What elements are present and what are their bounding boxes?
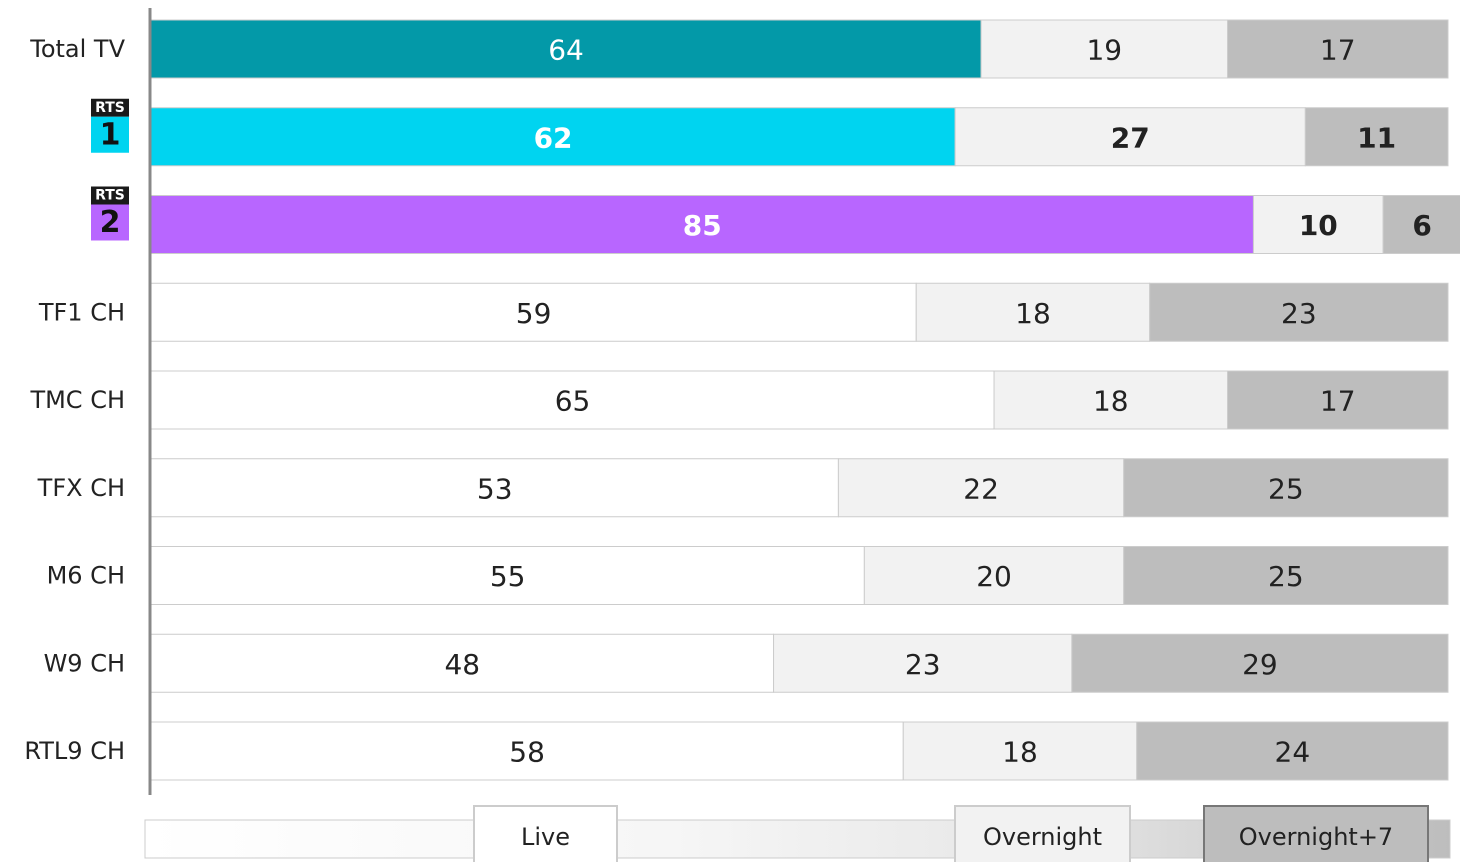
- logo-bottom: [91, 204, 129, 241]
- data-label: 17: [1320, 385, 1356, 418]
- bar-segment: [1227, 370, 1449, 430]
- bar-segment: [773, 633, 1073, 693]
- data-label: 64: [548, 34, 584, 67]
- data-label: 10: [1299, 209, 1338, 242]
- data-label: 20: [976, 560, 1012, 593]
- bar-segment: [1149, 282, 1449, 342]
- data-label: 58: [509, 736, 545, 769]
- data-label: 48: [444, 648, 480, 681]
- data-label: 23: [1281, 297, 1317, 330]
- data-label: 85: [683, 209, 722, 242]
- data-label: 22: [963, 472, 999, 505]
- bar-segment: [980, 19, 1229, 79]
- y-tick-label: Total TV: [29, 35, 125, 63]
- bar-segment: [1123, 458, 1449, 518]
- logo-top: [91, 186, 129, 205]
- data-label: 23: [905, 648, 941, 681]
- legend-label: Overnight+7: [1239, 823, 1393, 851]
- legend-label: Live: [521, 823, 570, 851]
- data-label: 25: [1268, 560, 1304, 593]
- bar-segment: [150, 282, 917, 342]
- logo-brand: RTS: [95, 188, 125, 204]
- y-tick-label: TFX CH: [37, 474, 125, 502]
- bar-segment: [1136, 721, 1449, 781]
- bar-segment: [902, 721, 1138, 781]
- data-label: 59: [516, 297, 552, 330]
- data-label: 55: [490, 560, 526, 593]
- data-label: 65: [555, 385, 591, 418]
- logo-brand: RTS: [95, 100, 125, 116]
- bar-segment: [150, 370, 995, 430]
- y-tick-label: TF1 CH: [38, 298, 125, 326]
- bar-segment: [954, 107, 1306, 167]
- bar-segment: [150, 546, 865, 605]
- bar-segment: [150, 721, 904, 781]
- y-tick-label: M6 CH: [47, 562, 125, 590]
- data-label: 18: [1015, 297, 1051, 330]
- data-label: 29: [1242, 648, 1278, 681]
- data-label: 25: [1268, 472, 1304, 505]
- bar-segment: [150, 458, 839, 518]
- legend-swatch: [1203, 805, 1429, 865]
- legend-swatch: [954, 805, 1131, 865]
- data-label: 6: [1412, 209, 1431, 242]
- y-tick-label: W9 CH: [44, 649, 125, 677]
- bar-segment: [993, 370, 1229, 430]
- legend-swatch: [473, 805, 618, 865]
- bar-segment: [837, 458, 1125, 518]
- data-label: 18: [1002, 736, 1038, 769]
- logo-top: [91, 98, 129, 117]
- data-label: 27: [1111, 121, 1150, 154]
- logo-bottom: [91, 116, 129, 153]
- bar-segment: [150, 19, 982, 79]
- y-tick-label: RTL9 CH: [24, 737, 125, 765]
- legend-label: Overnight: [983, 823, 1102, 851]
- data-label: 11: [1357, 121, 1396, 154]
- data-label: 24: [1275, 736, 1311, 769]
- data-label: 19: [1086, 34, 1122, 67]
- bar-segment: [150, 107, 956, 167]
- data-label: 17: [1320, 34, 1356, 67]
- logo-number: 2: [100, 205, 121, 240]
- bar-segment: [1123, 546, 1449, 605]
- data-label: 18: [1093, 385, 1129, 418]
- bar-segment: [1382, 195, 1460, 254]
- y-tick-label: TMC CH: [29, 386, 125, 414]
- bar-segment: [1071, 633, 1449, 693]
- data-label: 53: [477, 472, 513, 505]
- logo-number: 1: [100, 117, 121, 152]
- data-label: 62: [534, 121, 573, 154]
- bar-segment: [1252, 195, 1384, 254]
- bar-segment: [1227, 19, 1449, 79]
- bar-segment: [1304, 107, 1449, 167]
- bar-segment: [915, 282, 1151, 342]
